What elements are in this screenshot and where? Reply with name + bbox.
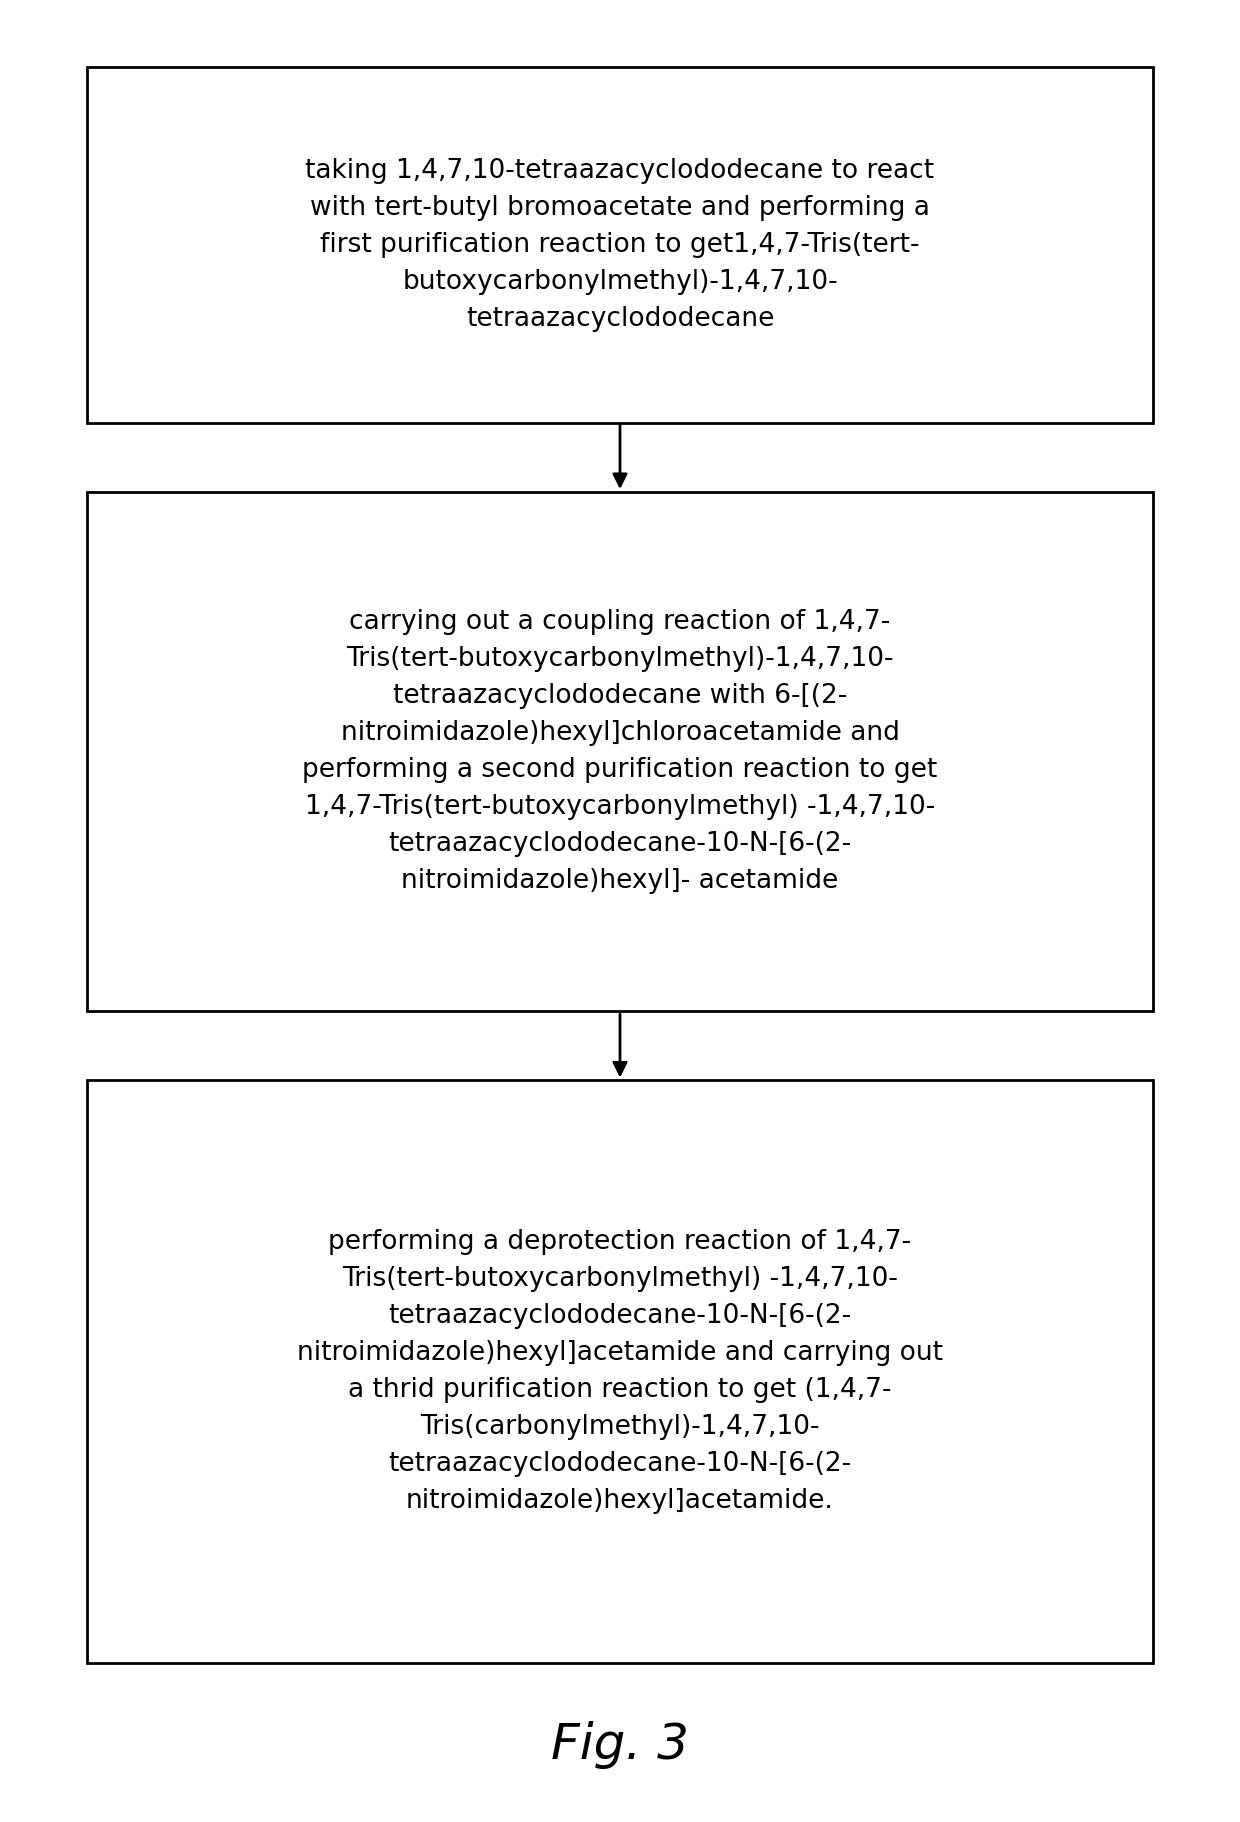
Text: carrying out a coupling reaction of 1,4,7-
Tris(tert-butoxycarbonylmethyl)-1,4,7: carrying out a coupling reaction of 1,4,… xyxy=(303,609,937,895)
Text: taking 1,4,7,10-tetraazacyclododecane to react
with tert-butyl bromoacetate and : taking 1,4,7,10-tetraazacyclododecane to… xyxy=(305,159,935,332)
Text: Fig. 3: Fig. 3 xyxy=(551,1722,689,1769)
FancyBboxPatch shape xyxy=(87,1080,1153,1663)
FancyBboxPatch shape xyxy=(87,492,1153,1011)
Text: performing a deprotection reaction of 1,4,7-
Tris(tert-butoxycarbonylmethyl) -1,: performing a deprotection reaction of 1,… xyxy=(298,1230,942,1514)
FancyBboxPatch shape xyxy=(87,67,1153,423)
